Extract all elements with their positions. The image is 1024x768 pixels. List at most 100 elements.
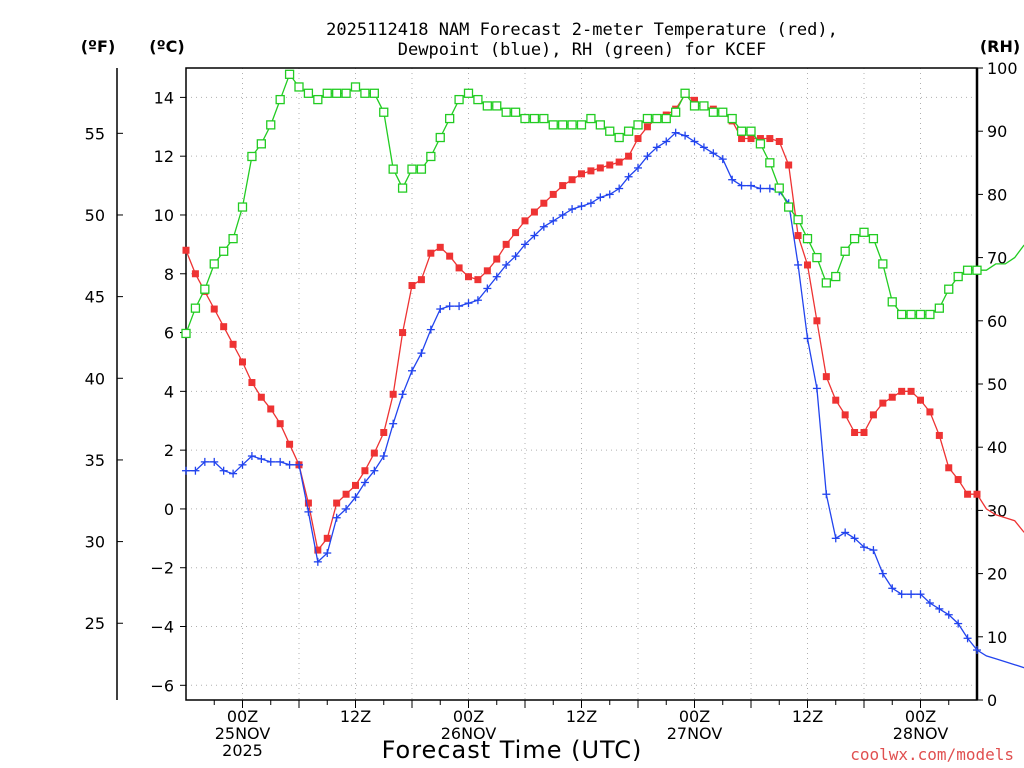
credit-text: coolwx.com/models xyxy=(850,745,1014,764)
rh-tick-label: 90 xyxy=(987,122,1007,141)
dewpoint-point xyxy=(888,584,896,592)
temperature-point xyxy=(418,276,425,283)
temperature-point xyxy=(220,323,227,330)
temperature-point xyxy=(230,341,237,348)
celsius-axis-unit: (ºC) xyxy=(149,37,184,56)
rh-point xyxy=(898,310,906,318)
temperature-point xyxy=(964,491,971,498)
grid-lines xyxy=(186,68,977,700)
dewpoint-point xyxy=(286,461,294,469)
temperature-point xyxy=(409,282,416,289)
rh-point xyxy=(917,310,925,318)
dewpoint-point xyxy=(907,590,915,598)
celsius-tick-label: −6 xyxy=(150,676,174,695)
celsius-tick-label: −4 xyxy=(150,618,174,637)
dewpoint-point xyxy=(681,132,689,140)
temperature-point xyxy=(569,176,576,183)
rh-point xyxy=(832,273,840,281)
rh-point xyxy=(578,121,586,129)
dewpoint-point xyxy=(549,217,557,225)
dewpoint-point xyxy=(446,302,454,310)
temperature-point xyxy=(587,167,594,174)
temperature-point xyxy=(550,191,557,198)
dewpoint-point xyxy=(436,305,444,313)
rh-point xyxy=(352,83,360,91)
temperature-point xyxy=(879,400,886,407)
temperature-point xyxy=(286,441,293,448)
rh-tick-label: 70 xyxy=(987,249,1007,268)
rh-point xyxy=(436,134,444,142)
rh-point xyxy=(738,127,746,135)
rh-point xyxy=(973,266,981,274)
temperature-point xyxy=(239,358,246,365)
fahrenheit-tick-label: 25 xyxy=(85,614,105,633)
temperature-point xyxy=(343,491,350,498)
temperature-point xyxy=(804,261,811,268)
rh-point xyxy=(841,247,849,255)
rh-point xyxy=(191,304,199,312)
dewpoint-point xyxy=(747,182,755,190)
rh-point xyxy=(709,108,717,116)
temperature-point xyxy=(258,394,265,401)
dewpoint-point xyxy=(841,528,849,536)
fahrenheit-axis-unit: (ºF) xyxy=(81,37,116,56)
temperature-point xyxy=(917,397,924,404)
temperature-point xyxy=(974,491,981,498)
chart-title-line-2: Dewpoint (blue), RH (green) for KCEF xyxy=(398,40,766,60)
rh-point xyxy=(314,96,322,104)
x-tick-label: 12Z xyxy=(566,707,597,726)
series-open-square xyxy=(182,70,1024,337)
rh-point xyxy=(719,108,727,116)
celsius-tick-label: 4 xyxy=(164,382,174,401)
rh-point xyxy=(907,310,915,318)
rh-point xyxy=(625,127,633,135)
dewpoint-point xyxy=(606,190,614,198)
celsius-tick-label: 6 xyxy=(164,324,174,343)
rh-point xyxy=(785,203,793,211)
dewpoint-point xyxy=(728,176,736,184)
rh-point xyxy=(248,152,256,160)
rh-point xyxy=(465,89,473,97)
temperature-point xyxy=(823,373,830,380)
series-plus xyxy=(182,129,1024,668)
rh-point xyxy=(239,203,247,211)
rh-point xyxy=(653,115,661,123)
rh-point xyxy=(455,96,463,104)
temperature-point xyxy=(606,162,613,169)
rh-point xyxy=(662,115,670,123)
temperature-point xyxy=(578,170,585,177)
rh-point xyxy=(643,115,651,123)
temperature-point xyxy=(559,182,566,189)
rh-point xyxy=(333,89,341,97)
dewpoint-point xyxy=(465,299,473,307)
temperature-point xyxy=(832,397,839,404)
rh-point xyxy=(323,89,331,97)
temperature-point xyxy=(813,317,820,324)
x-tick-label: 12Z xyxy=(340,707,371,726)
rh-point xyxy=(804,235,812,243)
temperature-point xyxy=(324,535,331,542)
temperature-point xyxy=(936,432,943,439)
series-filled-square xyxy=(183,91,1024,554)
dewpoint-point xyxy=(700,143,708,151)
rh-point xyxy=(606,127,614,135)
rh-point xyxy=(766,159,774,167)
celsius-tick-label: 12 xyxy=(154,147,174,166)
rh-point xyxy=(691,102,699,110)
rh-point xyxy=(681,89,689,97)
temperature-point xyxy=(512,229,519,236)
rh-tick-label: 40 xyxy=(987,438,1007,457)
rh-point xyxy=(747,127,755,135)
celsius-tick-label: 10 xyxy=(154,206,174,225)
rh-point xyxy=(380,108,388,116)
celsius-tick-label: 8 xyxy=(164,265,174,284)
rh-point xyxy=(493,102,501,110)
dewpoint-point xyxy=(559,211,567,219)
rh-point xyxy=(926,310,934,318)
temperature-point xyxy=(380,429,387,436)
temperature-point xyxy=(361,467,368,474)
rh-point xyxy=(361,89,369,97)
temperature-point xyxy=(531,209,538,216)
rh-point xyxy=(615,134,623,142)
temperature-point xyxy=(842,411,849,418)
